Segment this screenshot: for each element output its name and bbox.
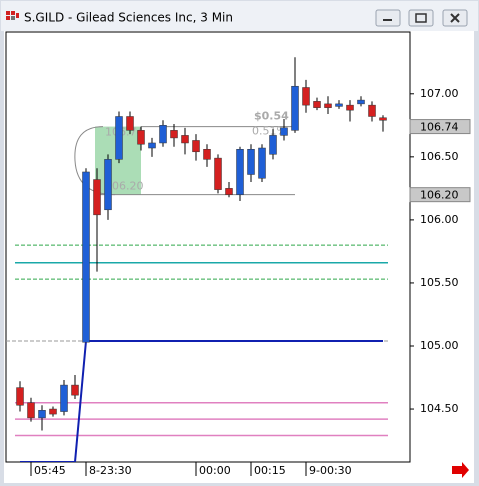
- y-tick-label: 105.50: [420, 276, 459, 289]
- close-button[interactable]: [442, 9, 468, 27]
- maximize-button[interactable]: [408, 9, 434, 27]
- candle-body: [302, 87, 310, 106]
- candle-body: [225, 188, 233, 195]
- y-tick-label: 106.50: [420, 150, 459, 163]
- price-tag: [409, 187, 471, 203]
- measure-change: $0.54: [254, 110, 289, 123]
- candle-body: [192, 140, 200, 153]
- candle-body: [82, 171, 90, 343]
- candle-body: [115, 116, 123, 160]
- app-icon: [6, 11, 19, 20]
- candle-body: [357, 99, 365, 105]
- candle-body: [335, 103, 343, 107]
- candle-body: [38, 410, 46, 419]
- candle-body: [324, 103, 332, 108]
- measure-percent: 0.51%: [252, 125, 287, 138]
- candle-body: [16, 387, 24, 406]
- window-title: S.GILD - Gilead Sciences Inc, 3 Min: [24, 11, 233, 25]
- candle-body: [170, 130, 178, 139]
- x-tick-label: 00:15: [254, 464, 286, 477]
- candle-body: [214, 157, 222, 190]
- candle-body: [60, 384, 68, 412]
- candle-body: [368, 104, 376, 117]
- x-tick-label: 9-00:30: [309, 464, 352, 477]
- price-tag-label: 106.74: [420, 121, 459, 134]
- candle-body: [148, 142, 156, 149]
- candle-body: [258, 147, 266, 179]
- step-line: [20, 339, 383, 462]
- candle-body: [247, 149, 255, 175]
- candle-body: [291, 85, 299, 131]
- y-tick-label: 104.50: [420, 402, 459, 415]
- x-tick-label: 8-23:30: [89, 464, 132, 477]
- candle-body: [137, 130, 145, 145]
- y-tick-label: 107.00: [420, 87, 459, 100]
- candle-body: [280, 127, 288, 136]
- candle-body: [269, 135, 277, 155]
- candle-body: [159, 125, 167, 144]
- chart-area: [4, 31, 474, 483]
- minimize-button[interactable]: [375, 9, 401, 27]
- candle-body: [313, 101, 321, 108]
- plot-layer: 106.74 106.20 $0.54 0.51%: [6, 57, 388, 462]
- candle-body: [71, 384, 79, 396]
- price-tag-label: 106.20: [420, 189, 459, 202]
- y-tick-label: 105.00: [420, 339, 459, 352]
- scroll-arrow[interactable]: [452, 462, 469, 478]
- candle-body: [203, 149, 211, 160]
- candle-body: [93, 179, 101, 216]
- price-tag: [409, 119, 471, 135]
- candle-body: [104, 159, 112, 211]
- measure-bottom-label: 106.20: [105, 180, 144, 193]
- y-tick-label: 106.00: [420, 213, 459, 226]
- candle-body: [181, 135, 189, 144]
- candle-body: [379, 117, 387, 121]
- x-tick-label: 00:00: [199, 464, 231, 477]
- candle-body: [236, 149, 244, 195]
- candle-body: [27, 402, 35, 419]
- candle-body: [49, 408, 57, 415]
- x-tick-label: 05:45: [34, 464, 66, 477]
- candle-body: [126, 116, 134, 131]
- candle-body: [346, 104, 354, 111]
- measure-top-label: 106.74: [105, 126, 144, 139]
